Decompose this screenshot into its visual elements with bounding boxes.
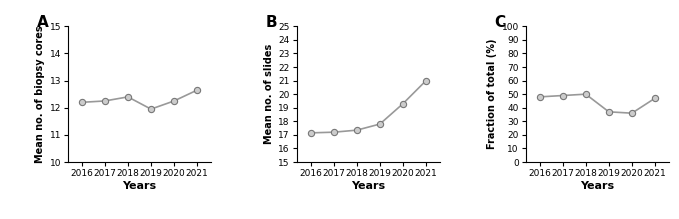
X-axis label: Years: Years	[581, 181, 614, 191]
Y-axis label: Fraction of total (%): Fraction of total (%)	[488, 39, 498, 149]
X-axis label: Years: Years	[351, 181, 386, 191]
Text: C: C	[494, 15, 505, 30]
Text: A: A	[37, 15, 48, 30]
X-axis label: Years: Years	[122, 181, 156, 191]
Y-axis label: Mean no. of slides: Mean no. of slides	[264, 44, 274, 144]
Text: B: B	[265, 15, 277, 30]
Y-axis label: Mean no. of biopsy cores: Mean no. of biopsy cores	[35, 25, 45, 163]
